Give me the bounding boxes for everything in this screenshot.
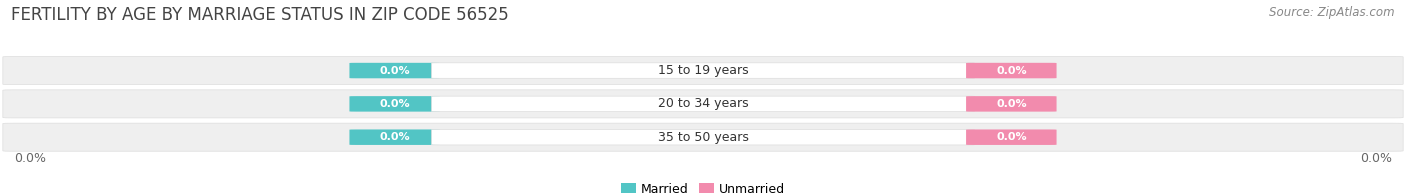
Text: FERTILITY BY AGE BY MARRIAGE STATUS IN ZIP CODE 56525: FERTILITY BY AGE BY MARRIAGE STATUS IN Z… [11, 6, 509, 24]
Text: 15 to 19 years: 15 to 19 years [658, 64, 748, 77]
FancyBboxPatch shape [350, 130, 440, 145]
Text: 0.0%: 0.0% [14, 152, 46, 165]
FancyBboxPatch shape [350, 96, 440, 112]
FancyBboxPatch shape [3, 90, 1403, 118]
Text: 0.0%: 0.0% [995, 99, 1026, 109]
FancyBboxPatch shape [966, 63, 1056, 78]
Text: 0.0%: 0.0% [380, 132, 411, 142]
Text: 20 to 34 years: 20 to 34 years [658, 97, 748, 110]
FancyBboxPatch shape [966, 130, 1056, 145]
FancyBboxPatch shape [966, 96, 1056, 112]
Text: 0.0%: 0.0% [995, 132, 1026, 142]
Text: 0.0%: 0.0% [995, 65, 1026, 76]
FancyBboxPatch shape [432, 63, 974, 78]
Text: 0.0%: 0.0% [380, 65, 411, 76]
Text: 0.0%: 0.0% [380, 99, 411, 109]
Text: 0.0%: 0.0% [1360, 152, 1392, 165]
FancyBboxPatch shape [350, 63, 440, 78]
Text: Source: ZipAtlas.com: Source: ZipAtlas.com [1270, 6, 1395, 19]
FancyBboxPatch shape [3, 56, 1403, 85]
FancyBboxPatch shape [3, 123, 1403, 151]
FancyBboxPatch shape [432, 96, 974, 112]
Text: 35 to 50 years: 35 to 50 years [658, 131, 748, 144]
FancyBboxPatch shape [432, 130, 974, 145]
Legend: Married, Unmarried: Married, Unmarried [616, 178, 790, 196]
